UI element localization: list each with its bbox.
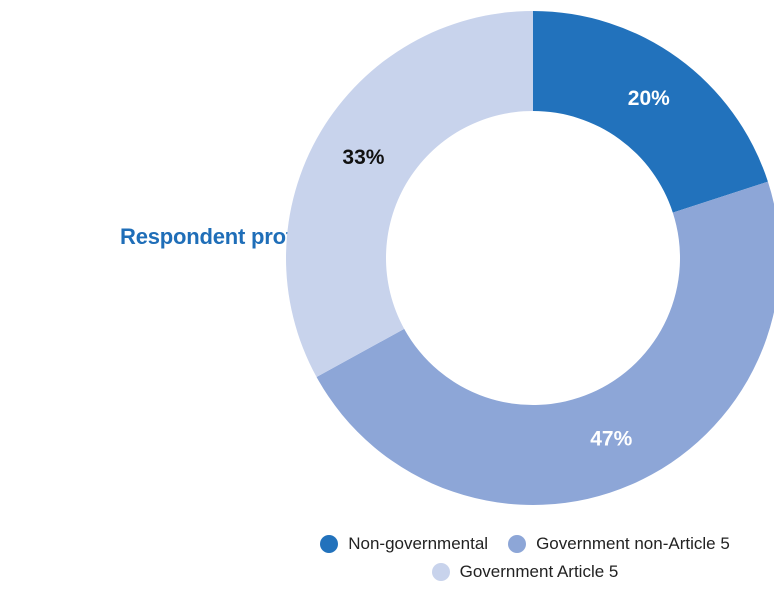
legend-label-government-non-article-5: Government non-Article 5 [536, 534, 730, 553]
legend: Non-governmental Government non-Article … [290, 530, 760, 586]
legend-swatch-government-non-article-5 [508, 535, 527, 553]
legend-label-government-article-5: Government Article 5 [459, 562, 619, 581]
legend-item-government-article-5: Government Article 5 [431, 562, 619, 582]
data-label-government-article-5: 33% [342, 146, 384, 169]
legend-swatch-government-article-5 [431, 563, 450, 581]
legend-item-non-governmental: Non-governmental [320, 534, 488, 554]
slice-government-article-5 [285, 11, 533, 377]
data-label-government-non-article-5: 47% [590, 427, 632, 450]
legend-row-1: Non-governmental Government non-Article … [290, 530, 760, 558]
legend-label-non-governmental: Non-governmental [348, 534, 489, 553]
legend-row-2: Government Article 5 [290, 558, 760, 586]
data-label-non-governmental: 20% [628, 87, 670, 110]
legend-item-government-non-article-5: Government non-Article 5 [508, 534, 730, 554]
slice-non-governmental [533, 11, 768, 213]
slice-government-non-article-5 [316, 181, 774, 505]
legend-swatch-non-governmental [320, 535, 339, 553]
